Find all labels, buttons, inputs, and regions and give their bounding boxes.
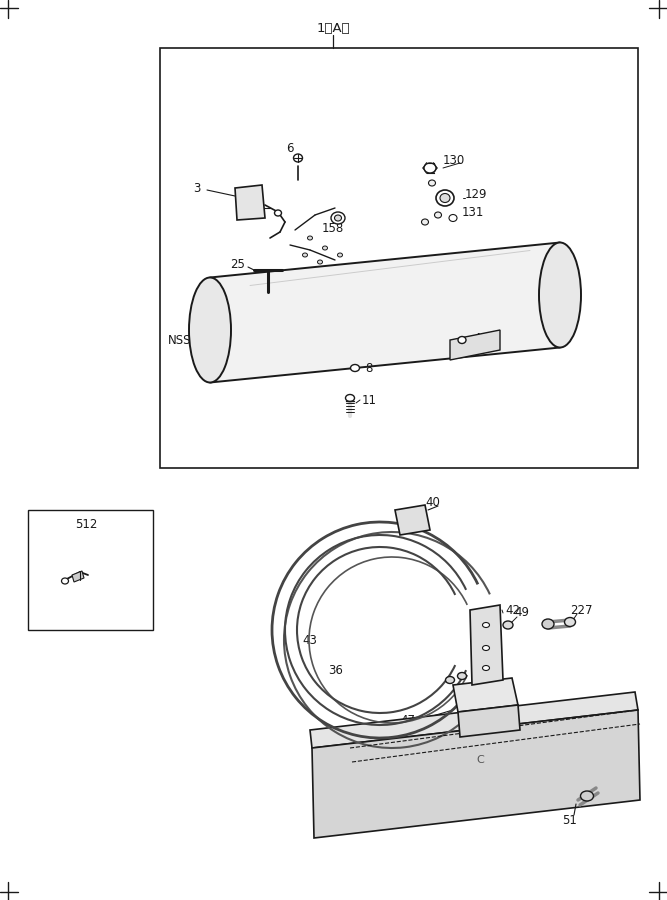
- Polygon shape: [395, 505, 430, 535]
- Text: 158: 158: [322, 221, 344, 235]
- Ellipse shape: [446, 677, 454, 683]
- Text: 43: 43: [302, 634, 317, 646]
- Ellipse shape: [317, 260, 323, 264]
- Text: 129: 129: [465, 188, 488, 202]
- Text: 8: 8: [365, 362, 372, 374]
- Ellipse shape: [580, 791, 594, 801]
- Polygon shape: [453, 678, 518, 712]
- Ellipse shape: [542, 619, 554, 629]
- Ellipse shape: [458, 337, 466, 344]
- Ellipse shape: [303, 253, 307, 257]
- Ellipse shape: [275, 210, 281, 216]
- Text: C: C: [476, 755, 484, 765]
- Ellipse shape: [449, 214, 457, 221]
- Ellipse shape: [350, 364, 360, 372]
- Polygon shape: [72, 571, 84, 582]
- Ellipse shape: [61, 578, 69, 584]
- Text: 11: 11: [362, 393, 377, 407]
- Text: 512: 512: [75, 518, 97, 532]
- Text: 25: 25: [230, 258, 245, 272]
- Ellipse shape: [458, 672, 466, 680]
- Text: 47: 47: [400, 714, 415, 726]
- Polygon shape: [235, 185, 265, 220]
- Text: 227: 227: [570, 604, 592, 617]
- Ellipse shape: [338, 253, 342, 257]
- Text: 130: 130: [443, 154, 466, 166]
- Ellipse shape: [331, 212, 345, 224]
- Ellipse shape: [307, 236, 313, 240]
- Ellipse shape: [482, 665, 490, 670]
- Polygon shape: [210, 242, 560, 382]
- Text: 40: 40: [425, 496, 440, 508]
- Ellipse shape: [503, 621, 513, 629]
- Ellipse shape: [293, 154, 303, 162]
- Text: 131: 131: [462, 206, 484, 220]
- Ellipse shape: [436, 190, 454, 206]
- Bar: [28, 510, 153, 630]
- Ellipse shape: [334, 215, 342, 221]
- Polygon shape: [310, 692, 638, 748]
- Text: 49: 49: [514, 606, 529, 618]
- Text: 1（A）: 1（A）: [316, 22, 350, 34]
- Ellipse shape: [440, 194, 450, 202]
- Polygon shape: [470, 605, 503, 685]
- Ellipse shape: [539, 242, 581, 347]
- Ellipse shape: [422, 219, 428, 225]
- Text: 422: 422: [473, 331, 496, 345]
- Polygon shape: [450, 330, 500, 360]
- Ellipse shape: [424, 163, 436, 173]
- Text: 51: 51: [562, 814, 578, 826]
- Text: 6: 6: [286, 141, 293, 155]
- Ellipse shape: [428, 180, 436, 186]
- Ellipse shape: [482, 623, 490, 627]
- Polygon shape: [312, 710, 640, 838]
- Ellipse shape: [434, 212, 442, 218]
- Text: NSS: NSS: [168, 334, 191, 346]
- Ellipse shape: [346, 394, 354, 401]
- Bar: [160, 48, 638, 468]
- Text: 19: 19: [245, 202, 260, 214]
- Text: 42: 42: [505, 604, 520, 617]
- Ellipse shape: [323, 246, 327, 250]
- Ellipse shape: [564, 617, 576, 626]
- Polygon shape: [458, 705, 520, 737]
- Text: 36: 36: [328, 663, 343, 677]
- Ellipse shape: [189, 277, 231, 382]
- Text: 3: 3: [193, 182, 200, 194]
- Ellipse shape: [482, 645, 490, 651]
